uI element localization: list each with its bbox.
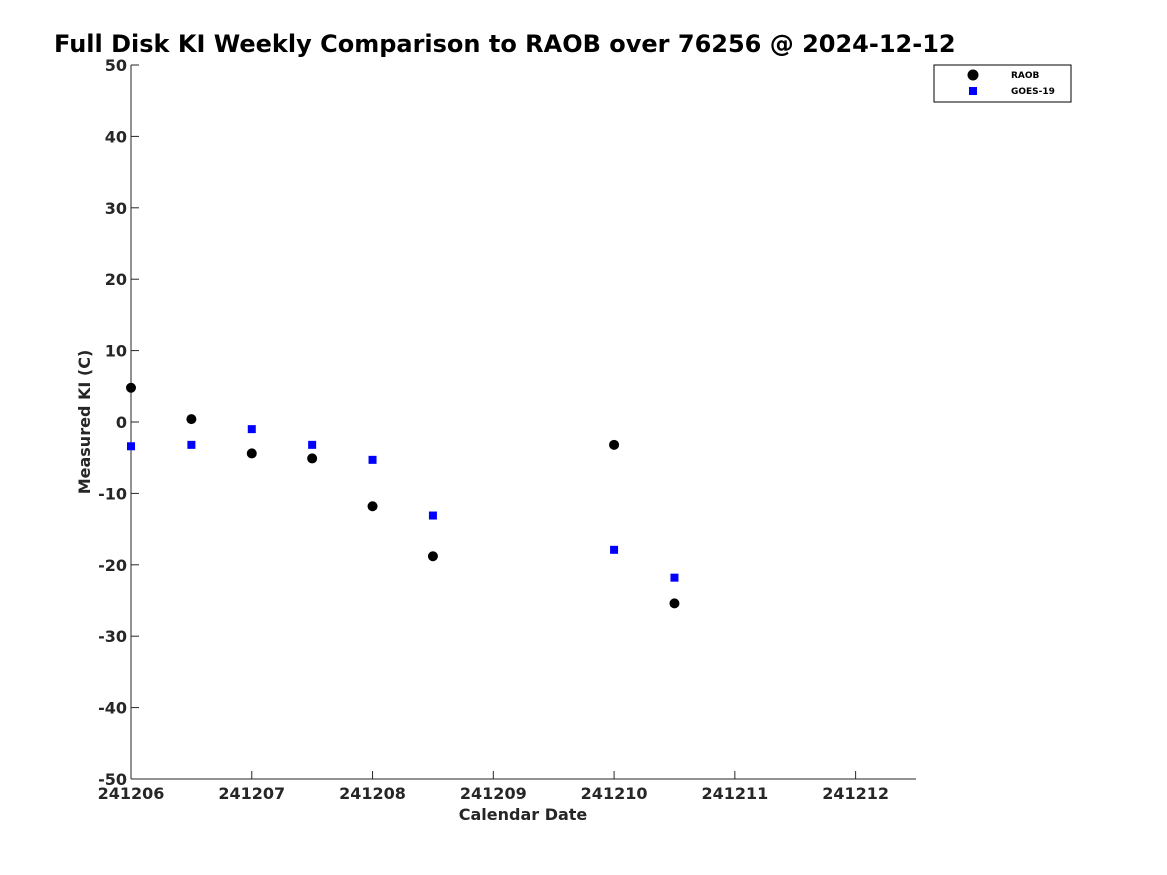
y-axis-label: Measured KI (C) bbox=[75, 350, 94, 495]
chart-title: Full Disk KI Weekly Comparison to RAOB o… bbox=[54, 30, 956, 58]
y-tick-label: 20 bbox=[105, 270, 127, 289]
legend-label-raob: RAOB bbox=[1011, 71, 1040, 81]
raob-point bbox=[186, 414, 197, 425]
legend: RAOB GOES-19 bbox=[933, 64, 1072, 103]
y-tick-label: -30 bbox=[98, 627, 127, 646]
goes-19-point bbox=[368, 455, 377, 464]
y-tick-label: -10 bbox=[98, 484, 127, 503]
goes-19-point bbox=[308, 440, 317, 449]
legend-marker-raob bbox=[967, 69, 979, 81]
y-tick-label: 10 bbox=[105, 342, 127, 361]
goes-19-point bbox=[127, 442, 135, 451]
goes-19-point bbox=[187, 440, 196, 449]
x-axis-label: Calendar Date bbox=[459, 805, 588, 824]
raob-point bbox=[427, 551, 438, 562]
y-tick-label: 30 bbox=[105, 199, 127, 218]
x-tick-label: 241208 bbox=[339, 784, 406, 803]
legend-marker-goes-19 bbox=[969, 87, 977, 95]
x-tick-label: 241211 bbox=[701, 784, 768, 803]
y-tick-label: -20 bbox=[98, 556, 127, 575]
legend-box bbox=[933, 64, 1072, 103]
x-tick-label: 241210 bbox=[581, 784, 648, 803]
x-tick-label: 241206 bbox=[98, 784, 165, 803]
raob-point bbox=[367, 501, 378, 512]
x-tick-label: 241207 bbox=[218, 784, 285, 803]
raob-point bbox=[126, 382, 136, 393]
goes-19-point bbox=[670, 573, 679, 582]
raob-point bbox=[609, 439, 620, 450]
y-tick-label: 50 bbox=[105, 56, 127, 75]
y-tick-label: 0 bbox=[116, 413, 127, 432]
raob-point bbox=[246, 448, 257, 459]
goes-19-point bbox=[247, 425, 256, 434]
y-tick-label: 40 bbox=[105, 127, 127, 146]
x-tick-label: 241212 bbox=[822, 784, 889, 803]
goes-19-point bbox=[428, 511, 437, 520]
legend-label-goes-19: GOES-19 bbox=[1011, 87, 1055, 97]
raob-point bbox=[307, 453, 318, 464]
y-tick-label: -40 bbox=[98, 699, 127, 718]
data-marks bbox=[126, 382, 680, 609]
y-tick-label: -50 bbox=[98, 770, 127, 789]
raob-point bbox=[669, 598, 680, 609]
x-tick-label: 241209 bbox=[460, 784, 527, 803]
goes-19-point bbox=[610, 545, 619, 554]
